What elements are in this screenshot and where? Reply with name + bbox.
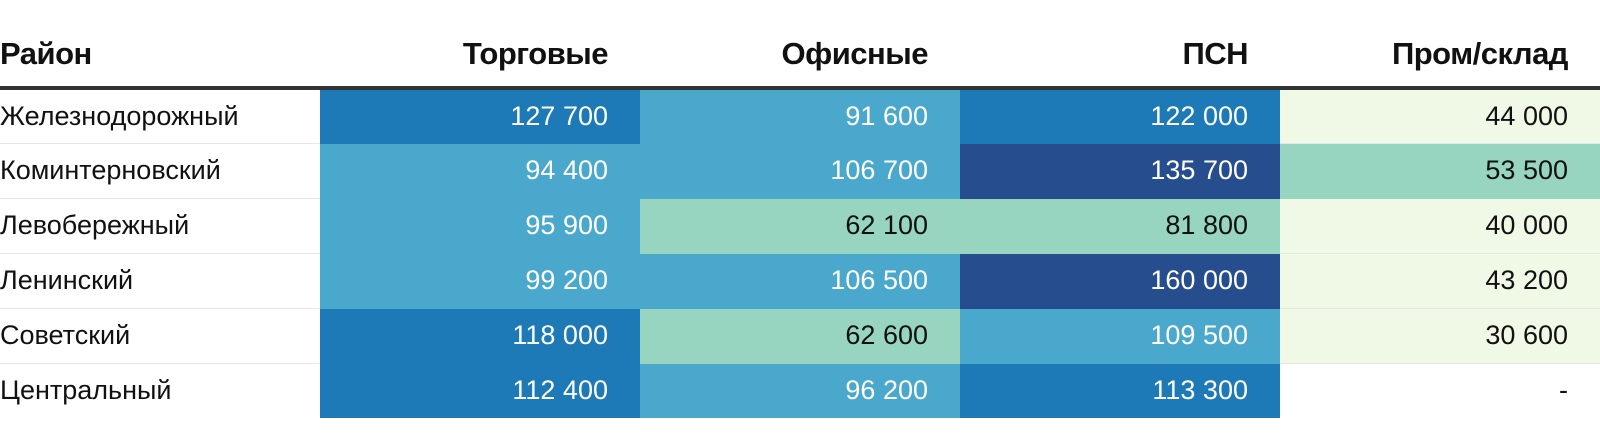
table-row: Ленинский 99 200 106 500 160 000 43 200 [0, 253, 1600, 309]
column-header-retail: Торговые [320, 0, 640, 90]
table-row: Центральный 112 400 96 200 113 300 - [0, 363, 1600, 418]
table-row: Советский 118 000 62 600 109 500 30 600 [0, 308, 1600, 364]
heatmap-cell: 106 500 [640, 253, 960, 309]
row-label-district: Коминтерновский [0, 143, 320, 199]
heatmap-cell: 95 900 [320, 198, 640, 254]
price-heatmap-table: Район Торговые Офисные ПСН Пром/склад Же… [0, 0, 1600, 418]
heatmap-cell: 62 100 [640, 198, 960, 254]
column-header-office: Офисные [640, 0, 960, 90]
row-label-district: Советский [0, 308, 320, 364]
heatmap-cell: 113 300 [960, 363, 1280, 418]
heatmap-cell: 112 400 [320, 363, 640, 418]
heatmap-cell: 96 200 [640, 363, 960, 418]
column-header-industrial: Пром/склад [1280, 0, 1600, 90]
column-header-district: Район [0, 0, 320, 90]
heatmap-cell: 30 600 [1280, 308, 1600, 364]
table-row: Железнодорожный 127 700 91 600 122 000 4… [0, 88, 1600, 144]
heatmap-cell: 127 700 [320, 88, 640, 144]
heatmap-cell: 91 600 [640, 88, 960, 144]
heatmap-cell: 109 500 [960, 308, 1280, 364]
heatmap-cell: 40 000 [1280, 198, 1600, 254]
heatmap-cell: 135 700 [960, 143, 1280, 199]
table-row: Коминтерновский 94 400 106 700 135 700 5… [0, 143, 1600, 199]
row-label-district: Ленинский [0, 253, 320, 309]
heatmap-cell: 118 000 [320, 308, 640, 364]
heatmap-cell: 106 700 [640, 143, 960, 199]
heatmap-cell: 62 600 [640, 308, 960, 364]
header-row: Район Торговые Офисные ПСН Пром/склад [0, 0, 1600, 90]
row-label-district: Центральный [0, 363, 320, 418]
heatmap-cell: 99 200 [320, 253, 640, 309]
heatmap-cell: 160 000 [960, 253, 1280, 309]
heatmap-cell: 44 000 [1280, 88, 1600, 144]
column-header-psn: ПСН [960, 0, 1280, 90]
row-label-district: Левобережный [0, 198, 320, 254]
heatmap-cell: 43 200 [1280, 253, 1600, 309]
heatmap-cell: 53 500 [1280, 143, 1600, 199]
heatmap-cell: 81 800 [960, 198, 1280, 254]
heatmap-cell: 122 000 [960, 88, 1280, 144]
table-row: Левобережный 95 900 62 100 81 800 40 000 [0, 198, 1600, 254]
heatmap-cell: - [1280, 363, 1600, 418]
heatmap-cell: 94 400 [320, 143, 640, 199]
row-label-district: Железнодорожный [0, 88, 320, 144]
